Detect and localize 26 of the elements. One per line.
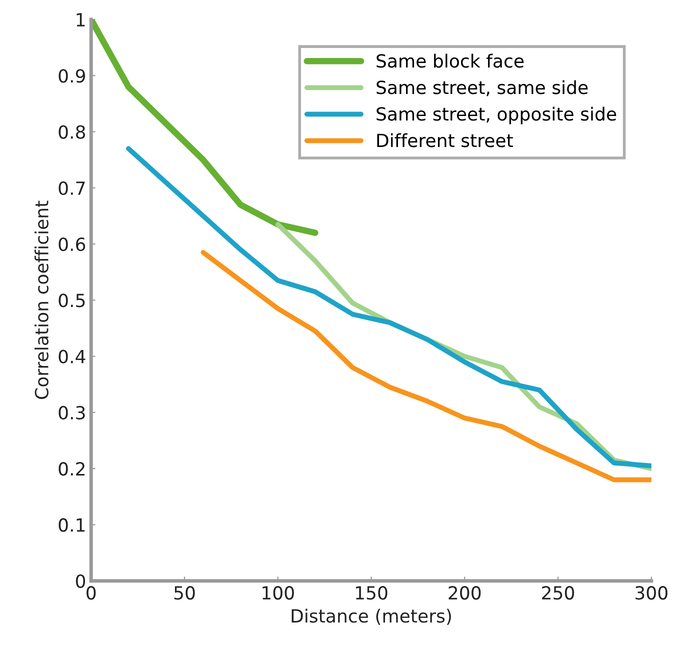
x-tick-label: 200 — [448, 586, 481, 600]
y-tick-label: 0.7 — [58, 181, 85, 195]
y-axis-title: Correlation coefficient — [34, 200, 48, 399]
line-series — [126, 146, 652, 468]
y-tick-label: 0.9 — [58, 69, 85, 83]
line-series — [200, 250, 652, 482]
x-tick-label: 100 — [262, 586, 294, 600]
legend-label: Different street — [377, 133, 513, 148]
x-tick-label: 50 — [174, 586, 195, 600]
x-tick-label: 0 — [86, 586, 96, 600]
legend-label: Same street, same side — [376, 80, 588, 96]
y-tick-label: 0.1 — [58, 518, 85, 532]
x-axis-title: Distance (meters) — [292, 608, 451, 625]
y-tick-label: 0.4 — [58, 350, 86, 364]
x-tick-label: 250 — [542, 586, 574, 600]
y-tick-label: 0.2 — [58, 462, 84, 476]
y-tick-label: 0.8 — [58, 125, 86, 139]
y-tick-label: 0 — [76, 574, 86, 588]
x-tick-label: 150 — [356, 586, 388, 600]
y-tick-label: 0.3 — [58, 406, 85, 420]
x-tick-label: 300 — [636, 586, 668, 600]
legend-label: Same street, opposite side — [376, 106, 616, 124]
y-tick-label: 0.5 — [58, 294, 85, 308]
legend-label: Same block face — [376, 54, 524, 68]
y-tick-label: 1 — [76, 13, 85, 26]
y-tick-label: 0.6 — [58, 237, 86, 252]
